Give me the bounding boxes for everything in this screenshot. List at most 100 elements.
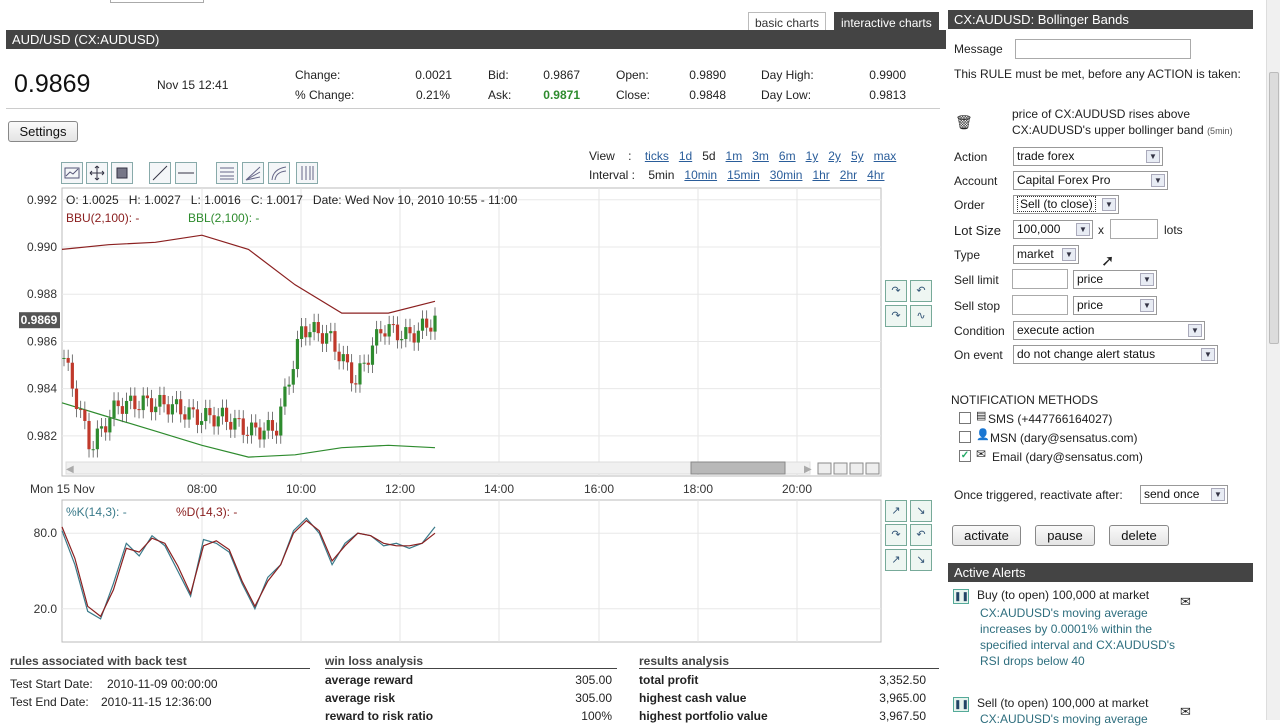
chart-type-icon[interactable]	[61, 162, 83, 184]
candle-body	[395, 324, 400, 341]
view-option-link[interactable]: 1y	[805, 149, 819, 163]
arc-icon[interactable]	[268, 162, 290, 184]
settings-button[interactable]: Settings	[8, 121, 78, 142]
envelope-icon: ✉	[976, 447, 987, 461]
pause-icon[interactable]: ❚❚	[953, 697, 969, 712]
pan-icon[interactable]	[86, 162, 108, 184]
candle-body	[108, 418, 112, 433]
interval-option-link[interactable]: 4hr	[867, 168, 885, 182]
alert-head-1: Buy (to open) 100,000 at market	[977, 588, 1150, 602]
candle-body	[362, 362, 366, 364]
user-icon: 👤	[976, 429, 990, 441]
indicator-arc-icon[interactable]: ↶	[910, 280, 932, 302]
ohlc-date: Date: Wed Nov 10, 2010 10:55 - 11:00	[312, 193, 518, 207]
candle-body	[391, 324, 395, 326]
chevron-down-icon: ▼	[1201, 348, 1215, 361]
lot-size-select[interactable]: 100,000 ▼	[1013, 220, 1093, 239]
close-label: Close:	[616, 88, 651, 102]
scrollbar[interactable]	[1266, 0, 1280, 720]
osc-fall-icon[interactable]: ↘	[910, 500, 932, 522]
scrollbar-thumb[interactable]	[1269, 72, 1279, 344]
trendline-icon[interactable]	[149, 162, 171, 184]
condition-select[interactable]: execute action ▼	[1013, 321, 1205, 340]
view-option-link[interactable]: 2y	[828, 149, 841, 163]
interval-option-link[interactable]: 30min	[769, 168, 803, 182]
fan-icon[interactable]	[242, 162, 264, 184]
view-option-link[interactable]: ticks	[644, 149, 669, 163]
chevron-down-icon: ▼	[1140, 273, 1154, 286]
sell-limit-input[interactable]	[1012, 269, 1068, 289]
view-row: View : ticks 1d 5d 1m 3m 6m 1y 2y 5y max	[589, 149, 896, 163]
interval-option-link[interactable]: 10min	[684, 168, 718, 182]
osc-cross-up-icon[interactable]: ↗	[885, 549, 907, 571]
chart-area[interactable]: 0.992 0.990 0.988 0.986 0.984 0.982 Mon 15 Nov…	[0, 186, 946, 646]
interval-option-link[interactable]: 1hr	[812, 168, 830, 182]
fibonacci-icon[interactable]	[216, 162, 238, 184]
y-tick-label: 0.988	[27, 287, 57, 301]
osc-rise-icon[interactable]: ↗	[885, 500, 907, 522]
results-value: 3,352.50	[879, 673, 926, 687]
view-option-link[interactable]: 1d	[678, 149, 693, 163]
indicator-up-icon[interactable]: ↷	[885, 280, 907, 302]
interval-option-link[interactable]: 2hr	[839, 168, 858, 182]
order-select[interactable]: Sell (to close) ▼	[1013, 195, 1119, 214]
pct-change-value: 0.21%	[415, 88, 450, 102]
osc-arc-icon[interactable]: ↶	[910, 524, 932, 546]
x-tick-label: 14:00	[484, 482, 514, 496]
view-option-link[interactable]: 6m	[778, 149, 796, 163]
candle-body	[287, 384, 291, 387]
activate-button[interactable]: activate	[952, 525, 1021, 546]
indicator-wave-icon[interactable]: ∿	[910, 305, 932, 327]
view-option-link[interactable]: max	[873, 149, 897, 163]
candle-body	[129, 395, 133, 401]
view-option-link[interactable]: 1m	[725, 149, 743, 163]
delete-button[interactable]: delete	[1109, 525, 1169, 546]
email-checkbox[interactable]: ✓	[959, 450, 971, 462]
zoom-box-icon[interactable]	[111, 162, 133, 184]
phone-icon: ▤	[976, 410, 987, 422]
lot-count-input[interactable]	[1110, 219, 1158, 239]
reactivate-select[interactable]: send once ▼	[1140, 485, 1228, 504]
view-option-link[interactable]: 5y	[850, 149, 864, 163]
message-input[interactable]	[1015, 39, 1191, 59]
candle-body	[283, 386, 287, 407]
sell-stop-input[interactable]	[1012, 295, 1068, 315]
chevron-down-icon: ▼	[1062, 248, 1076, 261]
view-option-link[interactable]: 3m	[752, 149, 769, 163]
interval-option-link[interactable]: 15min	[727, 168, 760, 182]
on-event-select[interactable]: do not change alert status ▼	[1013, 345, 1218, 364]
envelope-icon[interactable]: ✉	[1180, 594, 1191, 609]
sell-stop-value: price	[1077, 298, 1104, 312]
action-value: trade forex	[1017, 149, 1075, 163]
chevron-down-icon: ▼	[1076, 223, 1090, 236]
ohlc-readout: O: 1.0025 H: 1.0027 L: 1.0016 C: 1.0017 …	[66, 193, 517, 207]
candle-body	[216, 416, 220, 427]
pause-icon[interactable]: ❚❚	[953, 589, 969, 604]
action-select[interactable]: trade forex ▼	[1013, 147, 1163, 166]
reactivate-label: Once triggered, reactivate after:	[954, 488, 1123, 502]
candle-body	[183, 414, 187, 420]
msn-checkbox[interactable]	[959, 431, 971, 443]
sell-stop-select[interactable]: price ▼	[1073, 296, 1157, 315]
osc-cross-down-icon[interactable]: ↘	[910, 549, 932, 571]
osc-up-icon[interactable]: ↷	[885, 524, 907, 546]
start-label: Test Start Date:	[10, 677, 93, 691]
ohlc-close: C: 1.0017	[250, 193, 303, 207]
trash-icon[interactable]: 🗑	[955, 114, 973, 130]
pause-button[interactable]: pause	[1035, 525, 1095, 546]
view-options: ticks 1d 5d 1m 3m 6m 1y 2y 5y max	[635, 149, 896, 163]
x-tick-label: 18:00	[683, 482, 713, 496]
sell-limit-select[interactable]: price ▼	[1073, 270, 1157, 289]
candle-body	[187, 407, 191, 420]
sms-checkbox[interactable]	[959, 412, 971, 424]
chevron-down-icon: ▼	[1102, 198, 1116, 211]
envelope-icon[interactable]: ✉	[1180, 704, 1191, 719]
tab-interactive-charts[interactable]: interactive charts	[834, 12, 939, 33]
zoom-out-icon	[833, 462, 848, 475]
horizontal-line-icon[interactable]	[175, 162, 197, 184]
type-select[interactable]: market ▼	[1013, 245, 1079, 264]
account-select[interactable]: Capital Forex Pro ▼	[1013, 171, 1168, 190]
indicator-down-icon[interactable]: ↷	[885, 305, 907, 327]
navigator-right-arrow: ▶	[804, 464, 812, 475]
time-zones-icon[interactable]	[296, 162, 318, 184]
